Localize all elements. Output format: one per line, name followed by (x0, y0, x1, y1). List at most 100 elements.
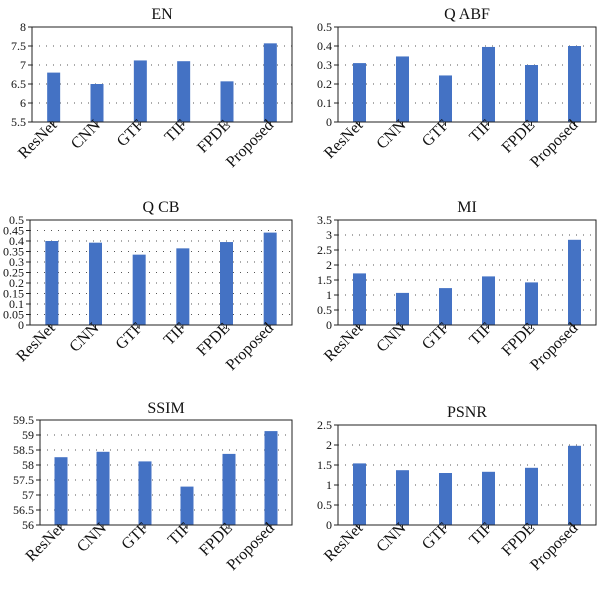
bar-resnet (54, 457, 68, 525)
chart-title: PSNR (447, 404, 487, 421)
y-tick-label: 1 (326, 478, 332, 492)
y-tick-label: 1.5 (317, 458, 332, 472)
bar-fpde (220, 81, 234, 122)
y-tick-label: 2.5 (317, 243, 332, 257)
bar-fpde (525, 65, 538, 122)
y-tick-label: 0.2 (317, 77, 332, 91)
bar-fpde (222, 453, 236, 525)
y-tick-label: 0.45 (3, 224, 24, 238)
chart-title: MI (457, 199, 477, 216)
y-tick-label: 2 (326, 438, 332, 452)
y-tick-label: 1.5 (317, 273, 332, 287)
bar-resnet (353, 63, 366, 122)
bar-proposed (568, 46, 581, 122)
y-tick-label: 0 (326, 115, 332, 129)
bar-cnn (90, 84, 104, 122)
bar-gtf (133, 60, 147, 122)
x-tick-label: FPDE (499, 520, 539, 560)
bar-resnet (353, 273, 366, 325)
x-tick-label: FPDE (196, 520, 236, 560)
y-tick-label: 3 (326, 228, 332, 242)
bar-resnet (45, 241, 59, 325)
bar-gtf (439, 473, 452, 525)
y-tick-label: 7 (20, 58, 26, 72)
x-tick-label: Proposed (527, 520, 581, 574)
y-tick-label: 0.25 (3, 266, 24, 280)
y-tick-label: 0.5 (317, 498, 332, 512)
bar-gtf (439, 288, 452, 325)
bar-gtf (132, 254, 146, 325)
y-tick-label: 0.5 (9, 213, 24, 227)
bar-tif (482, 276, 495, 325)
bar-tif (180, 486, 194, 525)
y-tick-label: 56 (22, 518, 34, 532)
bar-proposed (568, 239, 581, 325)
x-tick-label: FPDE (499, 320, 539, 360)
bar-proposed (263, 43, 277, 123)
y-tick-label: 0.5 (317, 303, 332, 317)
bar-resnet (47, 72, 61, 122)
y-tick-label: 0.1 (317, 96, 332, 110)
bar-fpde (525, 282, 538, 325)
bar-fpde (525, 467, 538, 525)
y-tick-label: 59.5 (13, 413, 34, 427)
y-tick-label: 0.2 (9, 276, 24, 290)
bar-proposed (263, 232, 277, 325)
y-tick-label: 56.5 (13, 503, 34, 517)
y-tick-label: 0.3 (9, 255, 24, 269)
bar-gtf (138, 461, 152, 525)
chart-title: EN (151, 6, 173, 23)
y-tick-label: 0.35 (3, 245, 24, 259)
chart-title: SSIM (147, 400, 184, 417)
y-tick-label: 5.5 (11, 115, 26, 129)
y-tick-label: 0.1 (9, 297, 24, 311)
y-tick-label: 0.4 (317, 39, 332, 53)
y-tick-label: 58.5 (13, 443, 34, 457)
plot-frame (29, 219, 293, 326)
y-tick-label: 2 (326, 258, 332, 272)
x-tick-label: Proposed (223, 320, 277, 374)
chart-title: Q ABF (444, 6, 490, 23)
y-tick-label: 1 (326, 288, 332, 302)
plot-frame (337, 26, 597, 123)
bar-tif (482, 471, 495, 525)
bar-tif (177, 61, 191, 122)
plot-frame (337, 424, 597, 526)
y-tick-label: 57 (22, 488, 34, 502)
y-tick-label: 0.5 (317, 20, 332, 34)
bar-resnet (353, 463, 366, 525)
bar-cnn (396, 56, 409, 123)
bar-tif (482, 46, 495, 123)
bar-proposed (568, 445, 581, 525)
bar-cnn (89, 242, 102, 325)
y-tick-label: 6 (20, 96, 26, 110)
bar-cnn (96, 451, 110, 525)
y-tick-label: 0.15 (3, 287, 24, 301)
y-tick-label: 0 (326, 318, 332, 332)
x-tick-label: Proposed (223, 117, 277, 171)
y-tick-label: 0 (326, 518, 332, 532)
y-tick-label: 8 (20, 20, 26, 34)
y-tick-label: 58 (22, 458, 34, 472)
y-tick-label: 59 (22, 428, 34, 442)
chart-title: Q CB (143, 199, 180, 216)
bar-cnn (396, 470, 409, 525)
x-tick-label: FPDE (194, 117, 234, 157)
y-tick-label: 6.5 (11, 77, 26, 91)
bar-tif (176, 248, 190, 325)
y-tick-label: 7.5 (11, 39, 26, 53)
y-tick-label: 0.3 (317, 58, 332, 72)
bar-cnn (396, 292, 409, 325)
bar-fpde (220, 242, 233, 325)
bar-proposed (264, 431, 278, 525)
y-tick-label: 0.4 (9, 234, 24, 248)
y-tick-label: 3.5 (317, 213, 332, 227)
x-tick-label: FPDE (194, 320, 234, 360)
y-tick-label: 0 (18, 318, 24, 332)
x-tick-label: Proposed (527, 117, 581, 171)
plot-frame (31, 26, 293, 123)
